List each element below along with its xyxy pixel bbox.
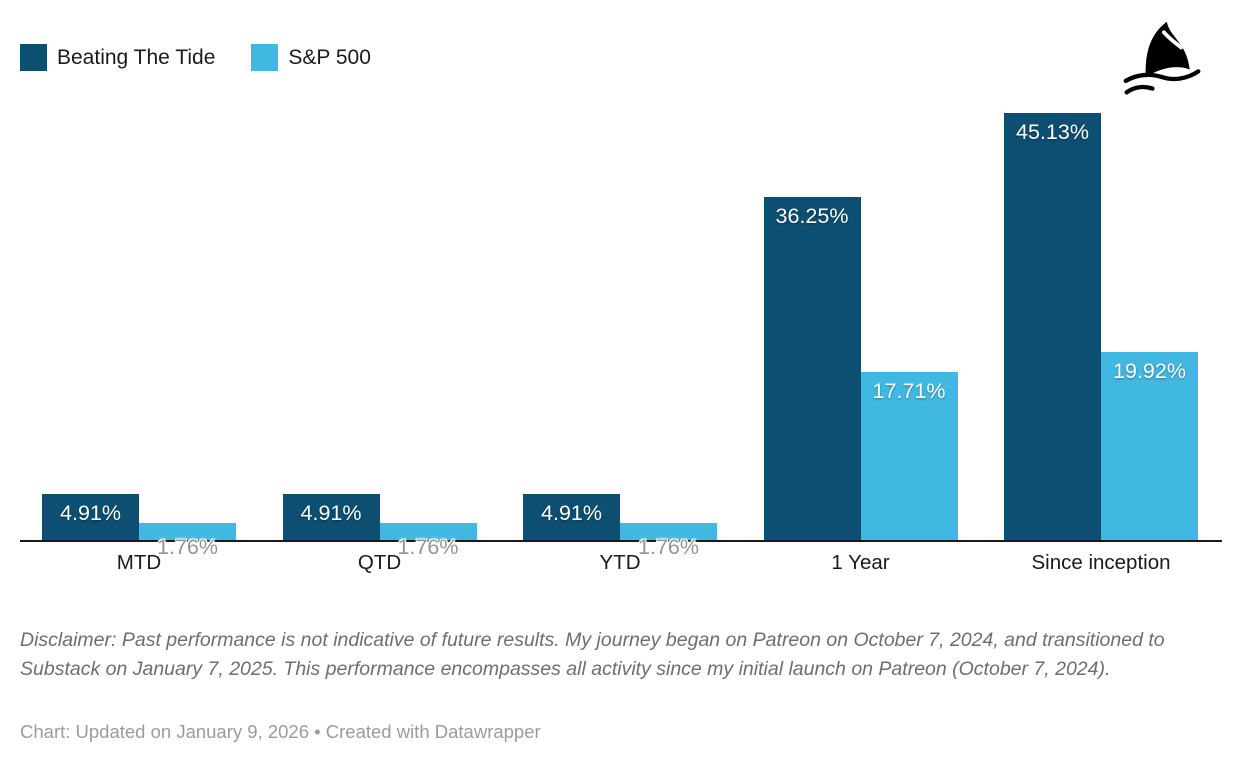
bar-group-qtd: 4.91% 1.76%: [282, 110, 477, 559]
category-label-1-year: 1 Year: [831, 551, 890, 574]
bar-beating-the-tide-since-inception: 45.13%: [1004, 113, 1101, 540]
plot-area: 4.91% 1.76% 4.91% 1.76% 4.91% 1.76% 36.25% 17.7…: [20, 110, 1222, 559]
value-label-beating-the-tide-ytd: 4.91%: [541, 501, 602, 525]
bar-s-p-500-qtd: 1.76%: [379, 523, 477, 559]
legend: Beating The Tide S&P 500: [20, 44, 371, 71]
legend-label-sp500: S&P 500: [288, 45, 371, 69]
bar-beating-the-tide-mtd: 4.91%: [42, 494, 139, 540]
bar-s-p-500-1-year: 17.71%: [860, 372, 958, 540]
bar-s-p-500-ytd: 1.76%: [620, 523, 717, 559]
bar-beating-the-tide-ytd: 4.91%: [523, 494, 620, 540]
legend-label-beating-the-tide: Beating The Tide: [57, 45, 216, 69]
shark-fin-logo-icon: [1114, 16, 1210, 100]
bar-beating-the-tide-1-year: 36.25%: [763, 197, 861, 540]
bar-group-ytd: 4.91% 1.76%: [523, 110, 717, 559]
value-label-s-p-500-qtd: 1.76%: [397, 535, 459, 559]
value-label-beating-the-tide-qtd: 4.91%: [300, 501, 362, 525]
bar-group-since-inception: 45.13% 19.92%: [1004, 110, 1198, 540]
disclaimer-text: Disclaimer: Past performance is not indi…: [20, 629, 1165, 680]
bar-group-1-year: 36.25% 17.71%: [763, 110, 958, 540]
value-label-s-p-500-mtd: 1.76%: [157, 535, 218, 559]
legend-item-beating-the-tide: Beating The Tide: [20, 44, 215, 71]
value-label-s-p-500-since-inception: 19.92%: [1113, 359, 1186, 383]
value-label-s-p-500-1-year: 17.71%: [872, 379, 946, 403]
bar-group-mtd: 4.91% 1.76%: [42, 110, 236, 559]
value-label-beating-the-tide-1-year: 36.25%: [775, 204, 849, 228]
value-label-beating-the-tide-mtd: 4.91%: [60, 501, 121, 525]
legend-swatch-beating-the-tide: [20, 44, 47, 71]
bar-s-p-500-mtd: 1.76%: [139, 523, 236, 559]
bar-s-p-500-since-inception: 19.92%: [1101, 352, 1198, 540]
bar-beating-the-tide-qtd: 4.91%: [282, 494, 380, 540]
category-label-mtd: MTD: [116, 551, 162, 574]
category-label-ytd: YTD: [599, 551, 641, 574]
category-label-since-inception: Since inception: [1031, 551, 1171, 574]
legend-swatch-sp500: [251, 44, 279, 71]
value-label-beating-the-tide-since-inception: 45.13%: [1016, 120, 1089, 144]
chart-footer-byline: Chart: Updated on January 9, 2026 • Crea…: [20, 721, 541, 742]
value-label-s-p-500-ytd: 1.76%: [638, 535, 699, 559]
legend-item-sp500: S&P 500: [251, 44, 371, 71]
category-labels: MTD QTD YTD 1 Year Since inception: [20, 551, 1222, 575]
category-label-qtd: QTD: [357, 551, 402, 574]
